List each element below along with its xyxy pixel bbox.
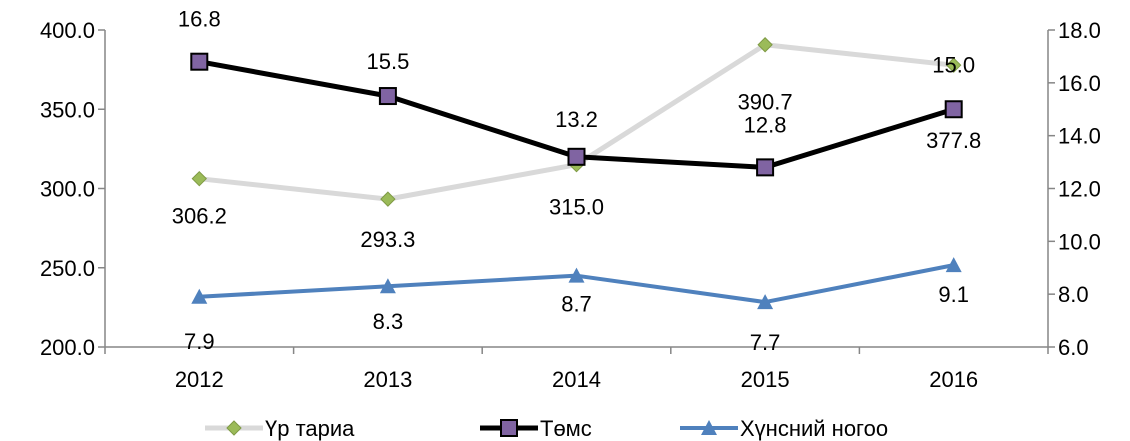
data-label: 13.2 — [555, 107, 598, 132]
data-point — [191, 288, 208, 304]
data-point — [567, 147, 586, 166]
right-tick-label: 18.0 — [1058, 18, 1101, 43]
data-label: 8.7 — [561, 292, 592, 317]
data-point — [568, 267, 585, 283]
legend-label: Төмс — [540, 416, 592, 441]
legend-label: Үр тариа — [265, 416, 355, 441]
right-tick-label: 14.0 — [1058, 124, 1101, 149]
data-point — [945, 57, 962, 73]
x-tick-label: 2013 — [363, 367, 412, 392]
data-point — [378, 87, 397, 106]
right-tick-label: 8.0 — [1058, 282, 1089, 307]
left-tick-label: 350.0 — [40, 97, 95, 122]
x-tick-label: 2016 — [929, 367, 978, 392]
data-label: 315.0 — [549, 195, 604, 220]
data-point — [944, 100, 963, 119]
left-tick-label: 200.0 — [40, 335, 95, 360]
data-label: 7.7 — [750, 330, 781, 355]
data-point — [756, 158, 775, 177]
data-point — [191, 170, 208, 187]
data-point — [945, 257, 962, 273]
data-label: 15.5 — [366, 49, 409, 74]
data-point — [757, 294, 774, 310]
data-label: 15.0 — [932, 52, 975, 77]
right-tick-label: 16.0 — [1058, 71, 1101, 96]
data-label: 390.7 — [738, 90, 793, 115]
left-tick-label: 400.0 — [40, 18, 95, 43]
data-point — [757, 37, 773, 53]
data-label: 12.8 — [744, 112, 787, 137]
right-tick-label: 12.0 — [1058, 177, 1101, 202]
legend-marker — [500, 419, 518, 437]
data-label: 16.8 — [178, 7, 221, 32]
data-label: 7.9 — [184, 329, 215, 354]
legend-marker — [701, 420, 717, 435]
x-tick-label: 2014 — [552, 367, 601, 392]
data-label: 306.2 — [172, 204, 227, 229]
data-point — [190, 52, 209, 71]
legend-marker — [226, 420, 242, 436]
x-tick-label: 2015 — [741, 367, 790, 392]
data-label: 8.3 — [373, 309, 404, 334]
left-tick-label: 300.0 — [40, 177, 95, 202]
data-label: 9.1 — [938, 282, 969, 307]
x-tick-label: 2012 — [175, 367, 224, 392]
right-tick-label: 6.0 — [1058, 335, 1089, 360]
legend-label: Хүнсний ногоо — [740, 416, 888, 441]
data-point — [380, 191, 396, 207]
data-label: 377.8 — [926, 128, 981, 153]
right-tick-label: 10.0 — [1058, 229, 1101, 254]
data-point — [379, 278, 396, 294]
left-tick-label: 250.0 — [40, 256, 95, 281]
data-label: 293.3 — [360, 227, 415, 252]
